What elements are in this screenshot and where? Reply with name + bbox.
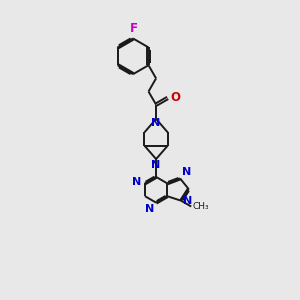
Text: CH₃: CH₃ [193,202,209,211]
Text: F: F [129,22,137,34]
Text: N: N [182,167,191,177]
Text: N: N [183,196,193,206]
Text: N: N [151,118,160,128]
Text: N: N [151,160,160,170]
Text: O: O [170,91,180,103]
Text: N: N [145,203,154,214]
Text: N: N [133,177,142,188]
